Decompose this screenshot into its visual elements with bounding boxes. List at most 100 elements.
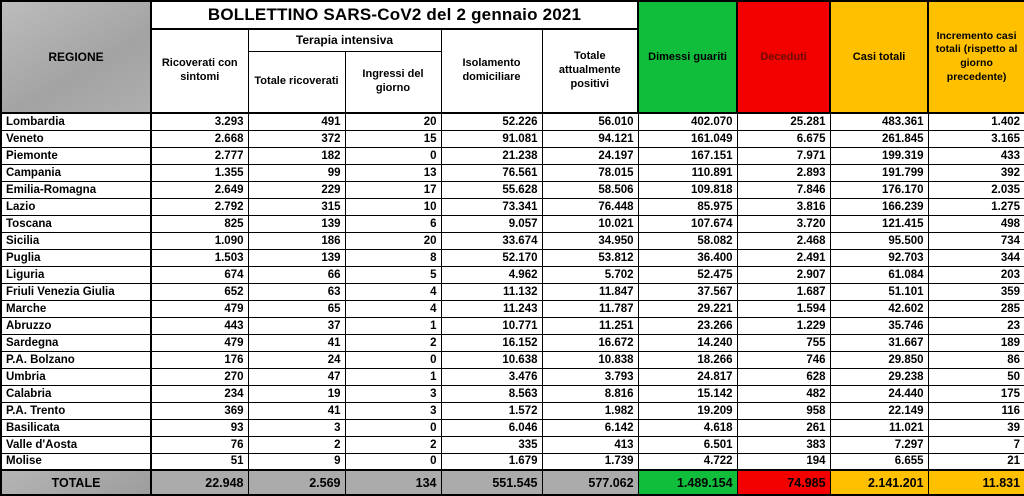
value-cell: 1.572 [440, 401, 543, 420]
value-cell: 479 [150, 333, 249, 352]
value-cell: 483.361 [829, 112, 929, 131]
table-row: Veneto 2.668 372 15 91.081 94.121 161.049 6.67… [0, 129, 1024, 148]
value-cell: 11.243 [440, 299, 543, 318]
table-row: P.A. Trento 369 41 3 1.572 1.982 19.209 958 22.… [0, 401, 1024, 420]
table-row: Molise 51 9 0 1.679 1.739 4.722 194 6.655 21 [0, 452, 1024, 471]
value-cell: 86 [927, 350, 1024, 369]
value-cell: 2.777 [150, 146, 249, 165]
value-cell: 335 [440, 435, 543, 454]
value-cell: 18.266 [637, 350, 738, 369]
value-cell: 1.679 [440, 452, 543, 471]
value-cell: 23 [927, 316, 1024, 335]
value-cell: 29.850 [829, 350, 929, 369]
value-cell: 58.082 [637, 231, 738, 250]
value-cell: 746 [736, 350, 831, 369]
value-cell: 6.501 [637, 435, 738, 454]
value-cell: 2.893 [736, 163, 831, 182]
value-cell: 315 [247, 197, 346, 216]
region-name: Emilia-Romagna [0, 180, 152, 199]
total-deceduti: 74.985 [736, 469, 831, 496]
table-row: Basilicata 93 3 0 6.046 6.142 4.618 261 11.021 3… [0, 418, 1024, 437]
value-cell: 52.226 [440, 112, 543, 131]
value-cell: 443 [150, 316, 249, 335]
region-name: Marche [0, 299, 152, 318]
value-cell: 958 [736, 401, 831, 420]
value-cell: 116 [927, 401, 1024, 420]
table-row: Marche 479 65 4 11.243 11.787 29.221 1.594 42.6… [0, 299, 1024, 318]
region-name: Basilicata [0, 418, 152, 437]
value-cell: 199.319 [829, 146, 929, 165]
total-casi: 2.141.201 [829, 469, 929, 496]
total-terapia: 2.569 [247, 469, 346, 496]
value-cell: 23.266 [637, 316, 738, 335]
value-cell: 1.739 [541, 452, 639, 471]
value-cell: 37.567 [637, 282, 738, 301]
value-cell: 176 [150, 350, 249, 369]
value-cell: 674 [150, 265, 249, 284]
table-row: Lombardia 3.293 491 20 52.226 56.010 402.070 2… [0, 112, 1024, 131]
value-cell: 491 [247, 112, 346, 131]
total-label: TOTALE [0, 469, 152, 496]
region-name: Liguria [0, 265, 152, 284]
value-cell: 9.057 [440, 214, 543, 233]
value-cell: 1.503 [150, 248, 249, 267]
value-cell: 21.238 [440, 146, 543, 165]
value-cell: 16.672 [541, 333, 639, 352]
value-cell: 20 [344, 231, 442, 250]
column-header-isolamento: Isolamento domiciliare [440, 28, 543, 114]
value-cell: 11.132 [440, 282, 543, 301]
value-cell: 3 [344, 384, 442, 403]
value-cell: 14.240 [637, 333, 738, 352]
value-cell: 6.655 [829, 452, 929, 471]
value-cell: 15.142 [637, 384, 738, 403]
region-name: Toscana [0, 214, 152, 233]
value-cell: 2.035 [927, 180, 1024, 199]
table-row: Umbria 270 47 1 3.476 3.793 24.817 628 29.238 50 [0, 367, 1024, 386]
value-cell: 482 [736, 384, 831, 403]
value-cell: 13 [344, 163, 442, 182]
region-name: Campania [0, 163, 152, 182]
value-cell: 369 [150, 401, 249, 420]
total-incremento: 11.831 [927, 469, 1024, 496]
value-cell: 7.971 [736, 146, 831, 165]
value-cell: 1 [344, 316, 442, 335]
region-name: Sicilia [0, 231, 152, 250]
value-cell: 270 [150, 367, 249, 386]
region-name: Abruzzo [0, 316, 152, 335]
value-cell: 1.355 [150, 163, 249, 182]
region-name: Lombardia [0, 112, 152, 131]
terapia-intensiva-group-header: Terapia intensiva [247, 28, 442, 52]
column-header-attualmente-positivi: Totale attualmente positivi [541, 28, 639, 114]
value-cell: 372 [247, 129, 346, 148]
region-name: Friuli Venezia Giulia [0, 282, 152, 301]
value-cell: 479 [150, 299, 249, 318]
table-row: Valle d'Aosta 76 2 2 335 413 6.501 383 7.297 7 [0, 435, 1024, 454]
value-cell: 825 [150, 214, 249, 233]
value-cell: 2 [247, 435, 346, 454]
value-cell: 2.468 [736, 231, 831, 250]
value-cell: 4.722 [637, 452, 738, 471]
column-header-dimessi-guariti: Dimessi guariti [637, 0, 739, 114]
value-cell: 34.950 [541, 231, 639, 250]
value-cell: 176.170 [829, 180, 929, 199]
region-name: Molise [0, 452, 152, 471]
value-cell: 42.602 [829, 299, 929, 318]
value-cell: 0 [344, 418, 442, 437]
region-name: Umbria [0, 367, 152, 386]
value-cell: 37 [247, 316, 346, 335]
table-row: Lazio 2.792 315 10 73.341 76.448 85.975 3.816 1… [0, 197, 1024, 216]
value-cell: 22.149 [829, 401, 929, 420]
region-name: P.A. Trento [0, 401, 152, 420]
value-cell: 652 [150, 282, 249, 301]
value-cell: 63 [247, 282, 346, 301]
table-row: Calabria 234 19 3 8.563 8.816 15.142 482 24.440… [0, 384, 1024, 403]
value-cell: 21 [927, 452, 1024, 471]
value-cell: 7.846 [736, 180, 831, 199]
value-cell: 191.799 [829, 163, 929, 182]
value-cell: 3.816 [736, 197, 831, 216]
table-row: Friuli Venezia Giulia 652 63 4 11.132 11.847… [0, 282, 1024, 301]
value-cell: 99 [247, 163, 346, 182]
value-cell: 4.962 [440, 265, 543, 284]
column-header-ricoverati: Ricoverati con sintomi [150, 28, 249, 114]
value-cell: 6.142 [541, 418, 639, 437]
